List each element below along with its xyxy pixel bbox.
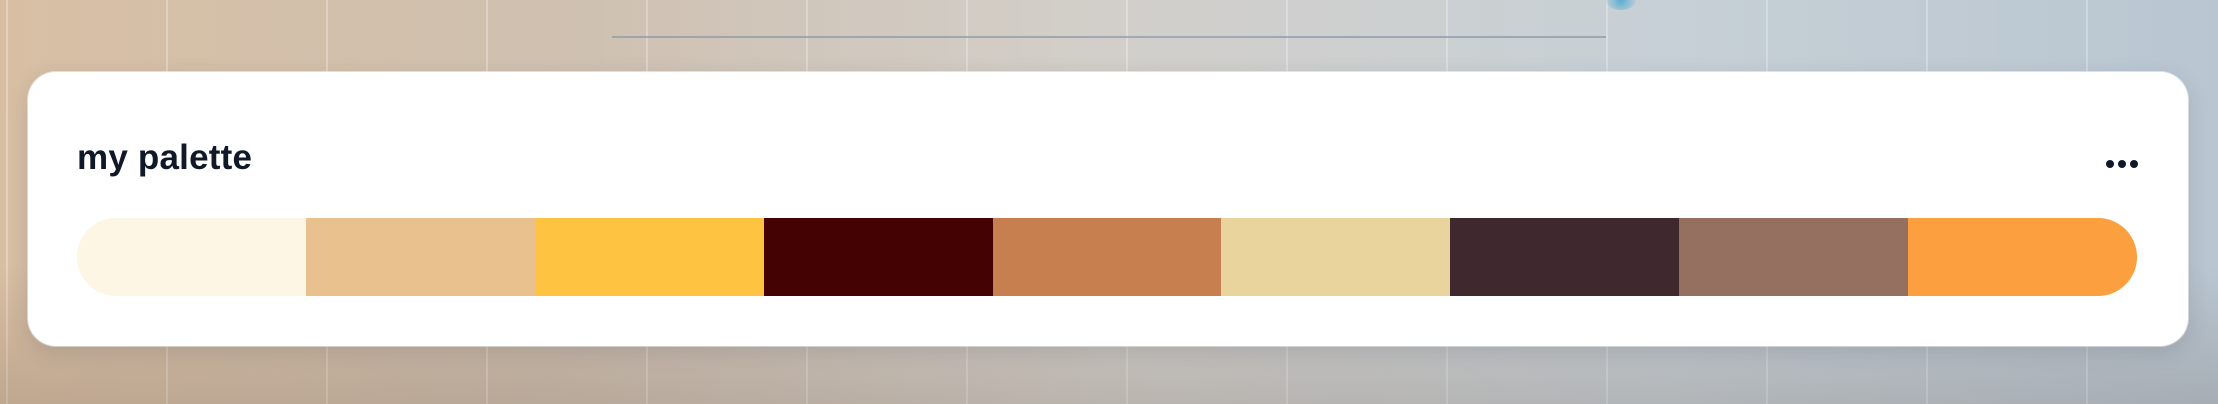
color-swatch-strip <box>77 218 2137 296</box>
color-swatch[interactable] <box>1450 218 1680 296</box>
more-horizontal-icon <box>2106 160 2114 168</box>
more-horizontal-icon-dot <box>2118 160 2126 168</box>
color-swatch[interactable] <box>992 218 1222 296</box>
palette-card: my palette <box>28 72 2188 346</box>
color-swatch[interactable] <box>1679 218 1909 296</box>
color-swatch[interactable] <box>305 218 535 296</box>
color-swatch[interactable] <box>763 218 993 296</box>
color-swatch[interactable] <box>77 218 306 296</box>
heading-underline <box>612 36 1606 38</box>
color-swatch[interactable] <box>1908 218 2137 296</box>
color-swatch[interactable] <box>534 218 764 296</box>
color-swatch[interactable] <box>1221 218 1451 296</box>
arrow-icon <box>1606 0 1636 10</box>
more-options-button[interactable] <box>2098 140 2146 188</box>
palette-title: my palette <box>77 138 253 177</box>
more-horizontal-icon-dot <box>2130 160 2138 168</box>
